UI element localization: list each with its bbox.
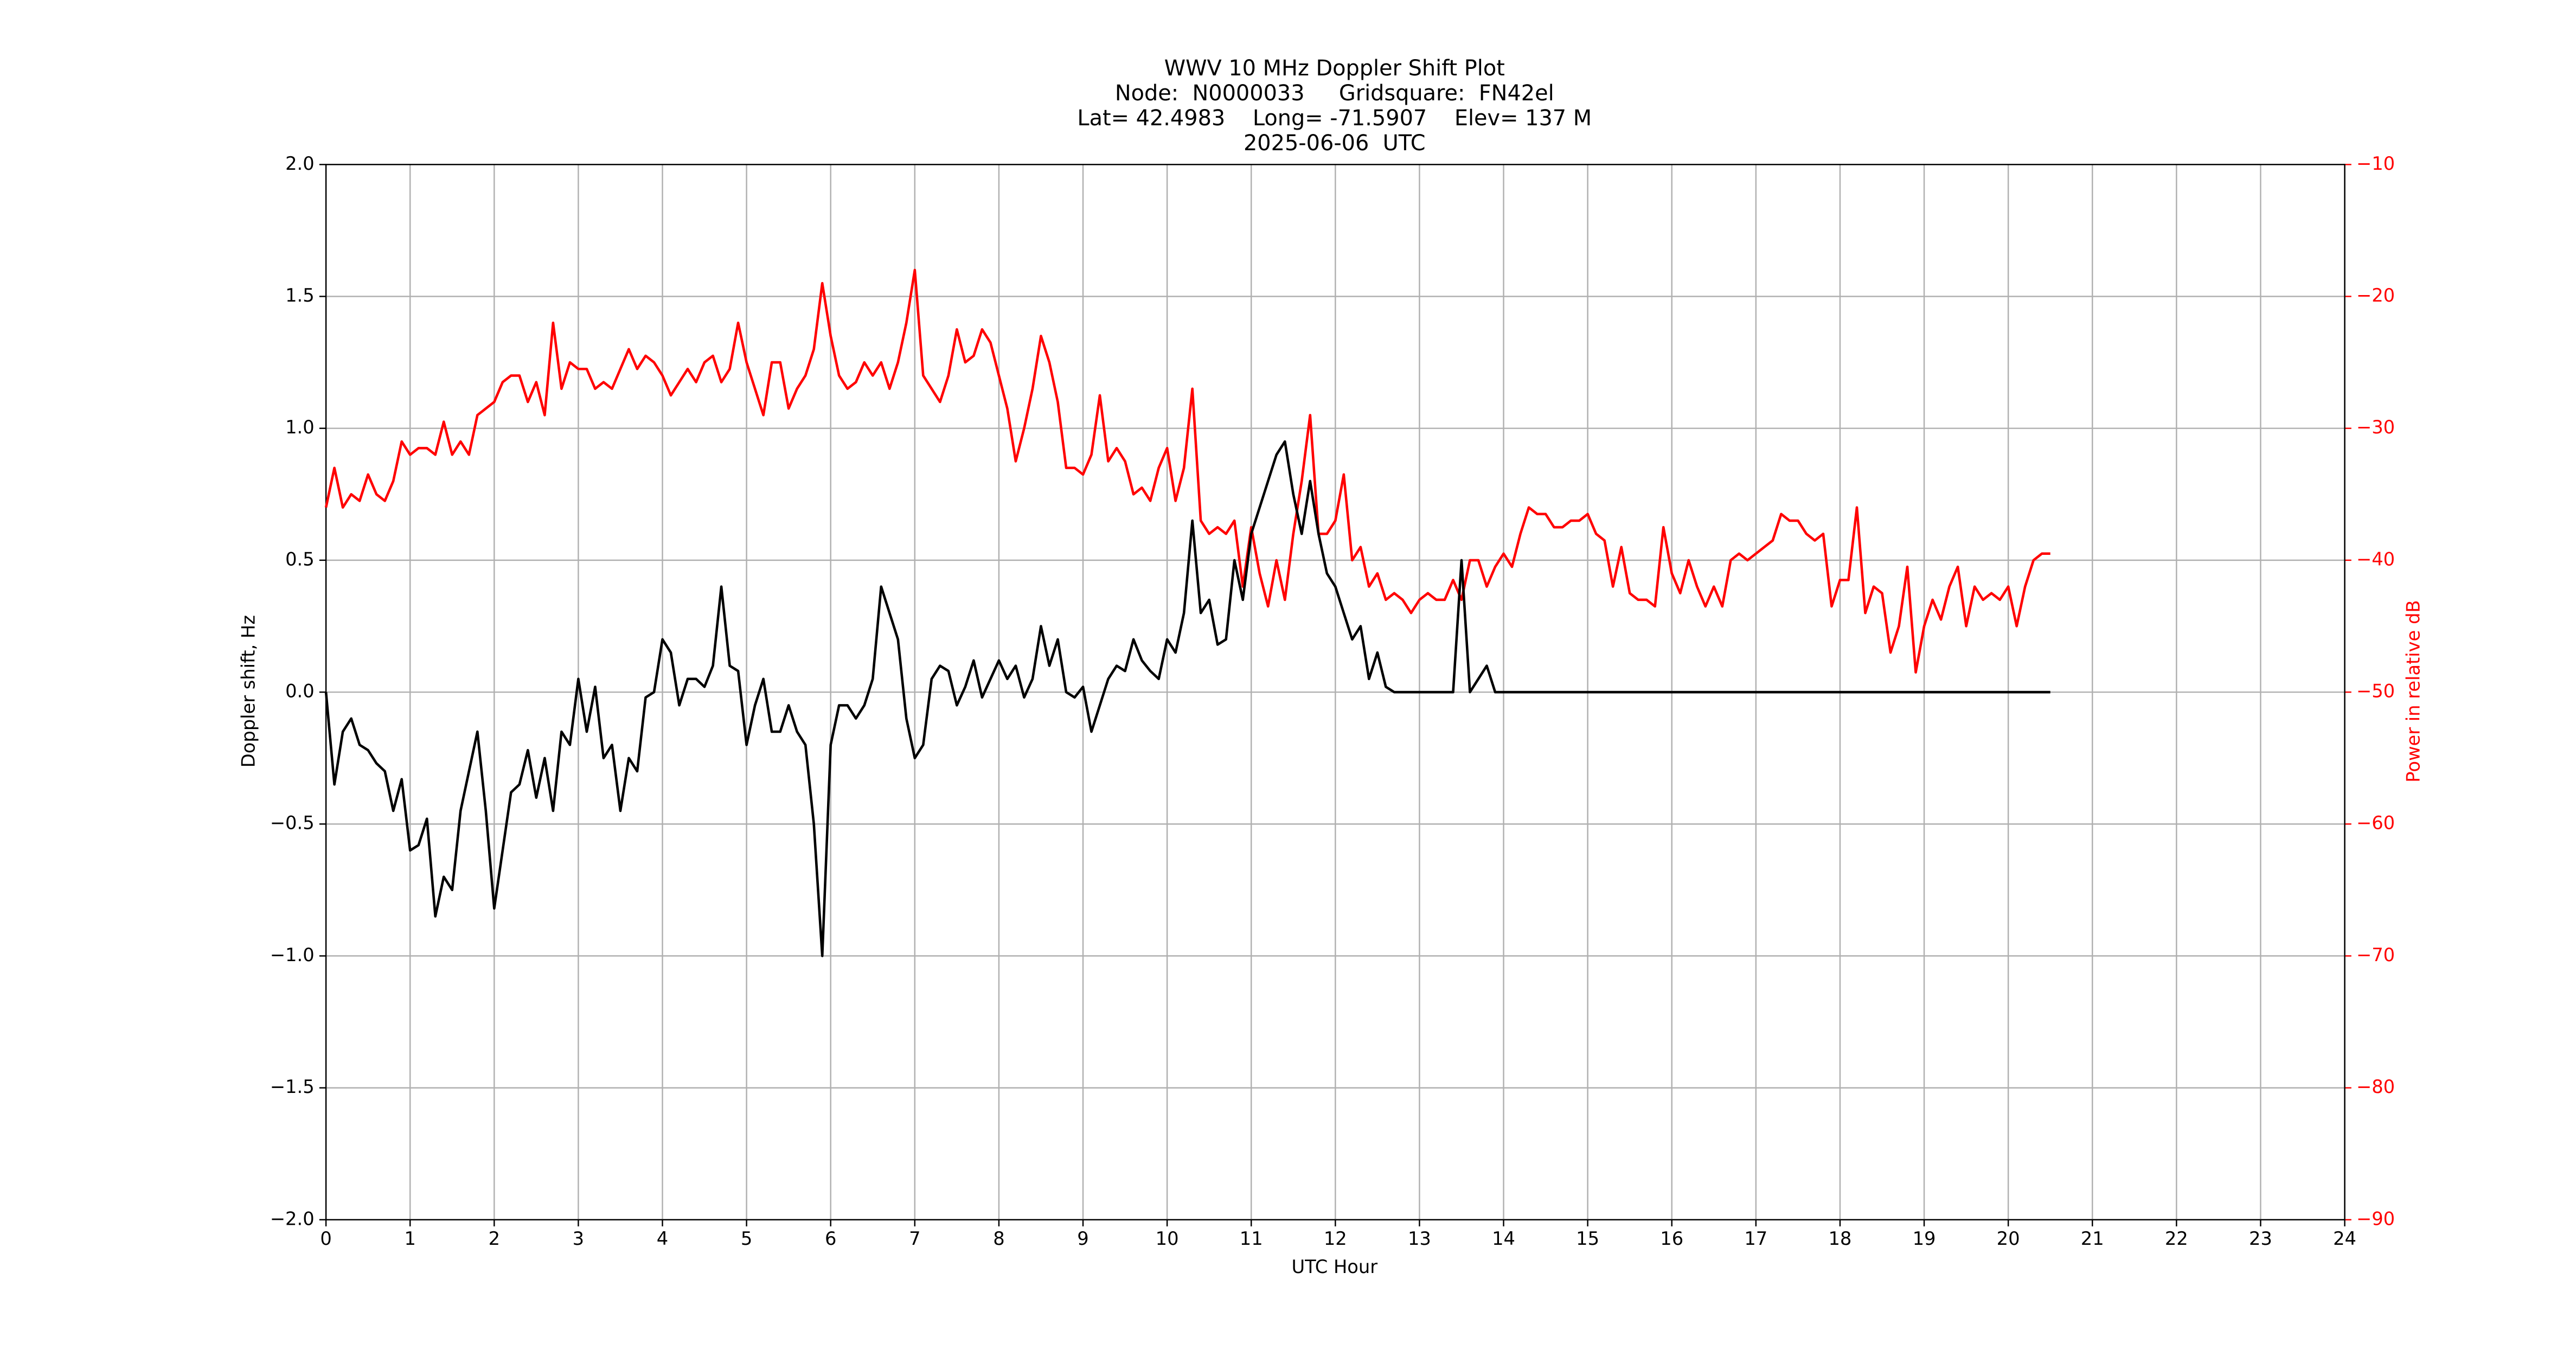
y-axis-label: Doppler shift, Hz (238, 615, 259, 767)
y-tick-label: −2.0 (270, 1208, 315, 1229)
y-tick-label: 2.0 (285, 153, 315, 174)
x-tick-label: 18 (1828, 1228, 1851, 1249)
y-tick-label: −0.5 (270, 813, 315, 834)
x-tick-label: 4 (657, 1228, 668, 1249)
x-tick-label: 23 (2249, 1228, 2272, 1249)
y2-tick-label: −20 (2356, 285, 2395, 306)
x-tick-label: 5 (741, 1228, 752, 1249)
x-tick-label: 13 (1408, 1228, 1431, 1249)
y2-tick-label: −10 (2356, 153, 2395, 174)
x-tick-label: 24 (2333, 1228, 2356, 1249)
y-tick-label: −1.0 (270, 944, 315, 965)
x-axis-label: UTC Hour (1291, 1256, 1377, 1277)
x-tick-label: 16 (1660, 1228, 1683, 1249)
x-tick-label: 11 (1240, 1228, 1263, 1249)
y2-tick-label: −70 (2356, 944, 2395, 965)
y2-tick-label: −30 (2356, 417, 2395, 438)
y2-tick-label: −80 (2356, 1076, 2395, 1097)
x-tick-label: 0 (320, 1228, 331, 1249)
y2-tick-label: −60 (2356, 813, 2395, 834)
chart-subtitle: 2025-06-06 UTC (1244, 131, 1426, 156)
y-tick-label: −1.5 (270, 1076, 315, 1097)
x-tick-label: 6 (825, 1228, 836, 1249)
x-tick-label: 9 (1077, 1228, 1088, 1249)
x-tick-label: 15 (1576, 1228, 1599, 1249)
data-line (324, 440, 2050, 957)
y-tick-label: 0.0 (285, 681, 315, 702)
x-tick-label: 1 (404, 1228, 415, 1249)
y2-tick-label: −50 (2356, 681, 2395, 702)
y-tick-label: 1.0 (285, 417, 315, 438)
x-tick-label: 12 (1324, 1228, 1347, 1249)
title-block: WWV 10 MHz Doppler Shift Plot Node: N000… (1077, 56, 1592, 156)
y-tick-label: 0.5 (285, 548, 315, 570)
x-tick-label: 17 (1744, 1228, 1767, 1249)
x-tick-label: 2 (489, 1228, 500, 1249)
x-tick-label: 8 (993, 1228, 1004, 1249)
x-tick-label: 14 (1492, 1228, 1515, 1249)
y2-axis-label: Power in relative dB (2403, 600, 2424, 782)
x-tick-label: 20 (1997, 1228, 2020, 1249)
y2-tick-label: −90 (2356, 1208, 2395, 1229)
chart-subtitle: Lat= 42.4983 Long= -71.5907 Elev= 137 M (1077, 106, 1592, 131)
x-tick-label: 7 (909, 1228, 920, 1249)
x-tick-label: 19 (1913, 1228, 1936, 1249)
x-tick-label: 22 (2165, 1228, 2188, 1249)
chart-subtitle: Node: N0000033 Gridsquare: FN42el (1115, 81, 1554, 106)
x-tick-label: 21 (2081, 1228, 2104, 1249)
y2-tick-label: −40 (2356, 548, 2395, 570)
data-line (324, 268, 2050, 674)
x-tick-label: 3 (573, 1228, 584, 1249)
y-tick-label: 1.5 (285, 285, 315, 306)
chart-title: WWV 10 MHz Doppler Shift Plot (1164, 56, 1505, 81)
x-tick-label: 10 (1156, 1228, 1179, 1249)
